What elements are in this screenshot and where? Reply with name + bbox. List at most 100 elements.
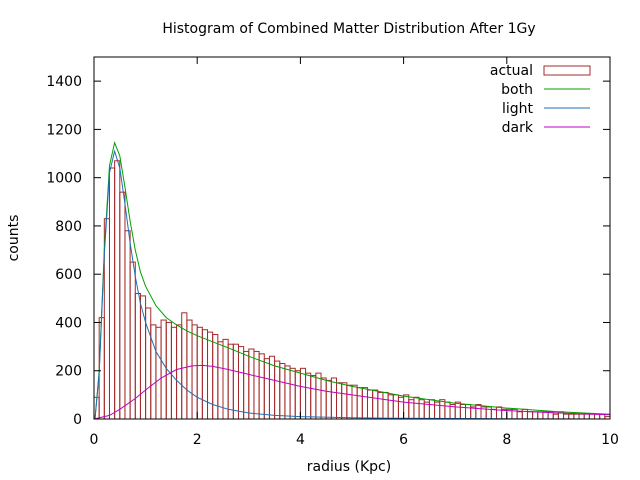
histogram-bar bbox=[299, 367, 307, 420]
histogram-bar bbox=[201, 329, 209, 420]
y-axis: 0 200 400 600 800 1000 1200 1400 bbox=[46, 74, 610, 428]
histogram-bar bbox=[310, 375, 317, 420]
y-tick-label: 200 bbox=[55, 364, 82, 380]
histogram-bar bbox=[366, 389, 374, 420]
histogram-bar bbox=[382, 391, 389, 420]
y-tick-label: 1200 bbox=[46, 122, 82, 138]
histogram-bar bbox=[222, 338, 229, 420]
y-tick-label: 1400 bbox=[46, 74, 82, 90]
x-tick-label: 0 bbox=[90, 432, 99, 448]
histogram-bar bbox=[418, 399, 425, 420]
histogram-bar bbox=[573, 413, 580, 420]
histogram-bar bbox=[119, 191, 126, 420]
legend-label: both bbox=[501, 82, 533, 98]
histogram-bar bbox=[160, 319, 167, 420]
histogram-bar bbox=[532, 411, 539, 420]
histogram-bar bbox=[186, 319, 193, 420]
histogram-bar bbox=[372, 389, 379, 420]
histogram-bar bbox=[124, 230, 131, 420]
histogram-bar bbox=[356, 387, 363, 420]
histogram-bar bbox=[170, 326, 178, 420]
histogram-bar bbox=[563, 413, 570, 420]
y-tick-label: 0 bbox=[73, 412, 82, 428]
histogram-bar bbox=[248, 348, 255, 420]
histogram-bar bbox=[284, 365, 291, 420]
legend: actual both light dark bbox=[490, 63, 591, 136]
y-tick-label: 600 bbox=[55, 267, 82, 283]
histogram-bar bbox=[588, 413, 596, 420]
histogram-bar bbox=[537, 411, 544, 420]
histogram-bar bbox=[315, 372, 322, 420]
histogram-bar bbox=[232, 343, 239, 420]
legend-label: actual bbox=[490, 63, 533, 79]
legend-label: light bbox=[502, 101, 534, 117]
histogram-bar bbox=[114, 160, 121, 420]
histogram-bar bbox=[516, 411, 523, 420]
histogram-bar bbox=[258, 353, 265, 420]
histogram-bar bbox=[196, 326, 203, 420]
x-tick-label: 10 bbox=[601, 432, 619, 448]
histogram-bar bbox=[98, 317, 105, 420]
y-axis-label: counts bbox=[6, 215, 22, 262]
x-axis-label: radius (Kpc) bbox=[307, 459, 391, 475]
histogram-bar bbox=[397, 396, 405, 420]
histogram-bar bbox=[274, 360, 281, 420]
x-tick-label: 8 bbox=[502, 432, 511, 448]
histogram-bar bbox=[294, 370, 301, 420]
histogram-bar bbox=[325, 379, 332, 420]
histogram-bar bbox=[243, 350, 250, 420]
histogram-bar bbox=[413, 396, 420, 420]
histogram-bar bbox=[289, 367, 296, 420]
histogram-bar bbox=[320, 377, 327, 420]
x-axis: 0 2 4 6 8 10 bbox=[90, 57, 619, 448]
histogram-bar bbox=[361, 387, 368, 420]
plot-frame bbox=[93, 56, 611, 420]
histogram-bar bbox=[129, 261, 136, 420]
x-tick-label: 4 bbox=[296, 432, 305, 448]
series-line-dark bbox=[93, 364, 611, 420]
y-tick-label: 400 bbox=[55, 315, 82, 331]
plot-area bbox=[93, 140, 611, 420]
histogram-bar bbox=[253, 350, 260, 420]
histogram-bar bbox=[490, 408, 497, 420]
histogram-bar bbox=[526, 411, 534, 420]
x-tick-label: 2 bbox=[193, 432, 202, 448]
histogram-bar bbox=[459, 404, 467, 420]
histogram-bar bbox=[377, 391, 384, 420]
histogram-bar bbox=[279, 362, 286, 420]
histogram-bar bbox=[341, 382, 348, 420]
y-tick-label: 800 bbox=[55, 219, 82, 235]
histogram-bar bbox=[237, 346, 245, 420]
histogram-bar bbox=[346, 384, 353, 420]
legend-swatch bbox=[543, 65, 591, 76]
legend-label: dark bbox=[502, 120, 534, 136]
histogram-bar bbox=[176, 324, 183, 420]
histogram-bar bbox=[207, 331, 214, 420]
histogram-bar bbox=[155, 326, 162, 420]
histogram-bar bbox=[521, 408, 528, 420]
histogram-bar bbox=[465, 404, 472, 420]
x-tick-label: 6 bbox=[399, 432, 408, 448]
histogram-bar bbox=[330, 377, 338, 420]
y-tick-label: 1000 bbox=[46, 171, 82, 187]
histogram-bar bbox=[454, 401, 461, 420]
histogram-bar bbox=[336, 382, 343, 420]
histogram-bar bbox=[392, 394, 399, 420]
histogram-bar bbox=[403, 394, 410, 420]
histogram-bar bbox=[578, 413, 585, 420]
series-line-light bbox=[94, 149, 611, 420]
series-line-both bbox=[94, 140, 611, 420]
histogram-bar bbox=[191, 324, 198, 420]
chart-title: Histogram of Combined Matter Distributio… bbox=[162, 21, 535, 37]
histogram-bar bbox=[594, 413, 601, 420]
histogram-bar bbox=[134, 293, 141, 420]
histogram-bar bbox=[495, 406, 503, 420]
histogram-bar bbox=[568, 413, 575, 420]
histogram-bar bbox=[351, 384, 358, 420]
histogram-bar bbox=[227, 343, 234, 420]
histogram-bar bbox=[305, 372, 312, 420]
histogram-bar bbox=[108, 167, 116, 420]
histogram-bar bbox=[387, 394, 394, 420]
histogram-bar bbox=[583, 413, 590, 420]
